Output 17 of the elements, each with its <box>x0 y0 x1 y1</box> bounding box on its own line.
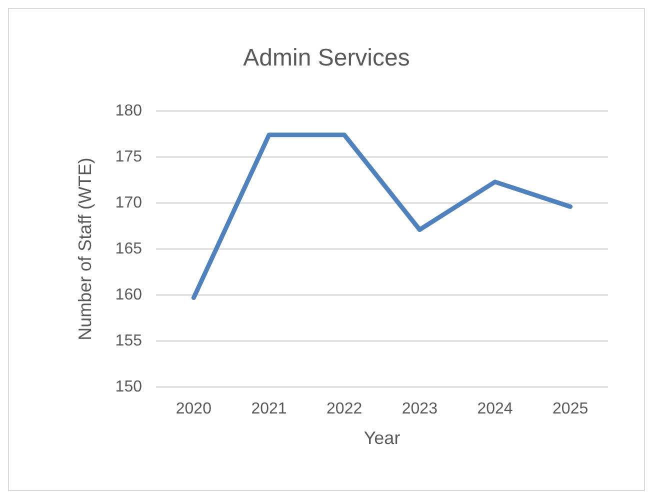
x-tick-label: 2023 <box>402 400 438 418</box>
x-axis-title: Year <box>364 428 400 448</box>
y-tick-label: 170 <box>115 194 142 212</box>
y-tick-label: 180 <box>115 102 142 120</box>
y-tick-label: 150 <box>115 378 142 396</box>
y-tick-label: 165 <box>115 240 142 258</box>
x-tick-label: 2021 <box>251 400 287 418</box>
chart-title: Admin Services <box>243 44 410 72</box>
y-tick-label: 160 <box>115 286 142 304</box>
x-tick-label: 2022 <box>326 400 362 418</box>
y-tick-label: 155 <box>115 332 142 350</box>
x-tick-label: 2024 <box>477 400 513 418</box>
x-tick-label: 2020 <box>176 400 212 418</box>
line-series <box>191 132 573 300</box>
y-axis-title: Number of Staff (WTE) <box>75 158 95 340</box>
x-tick-label: 2025 <box>552 400 588 418</box>
y-tick-label: 175 <box>115 148 142 166</box>
